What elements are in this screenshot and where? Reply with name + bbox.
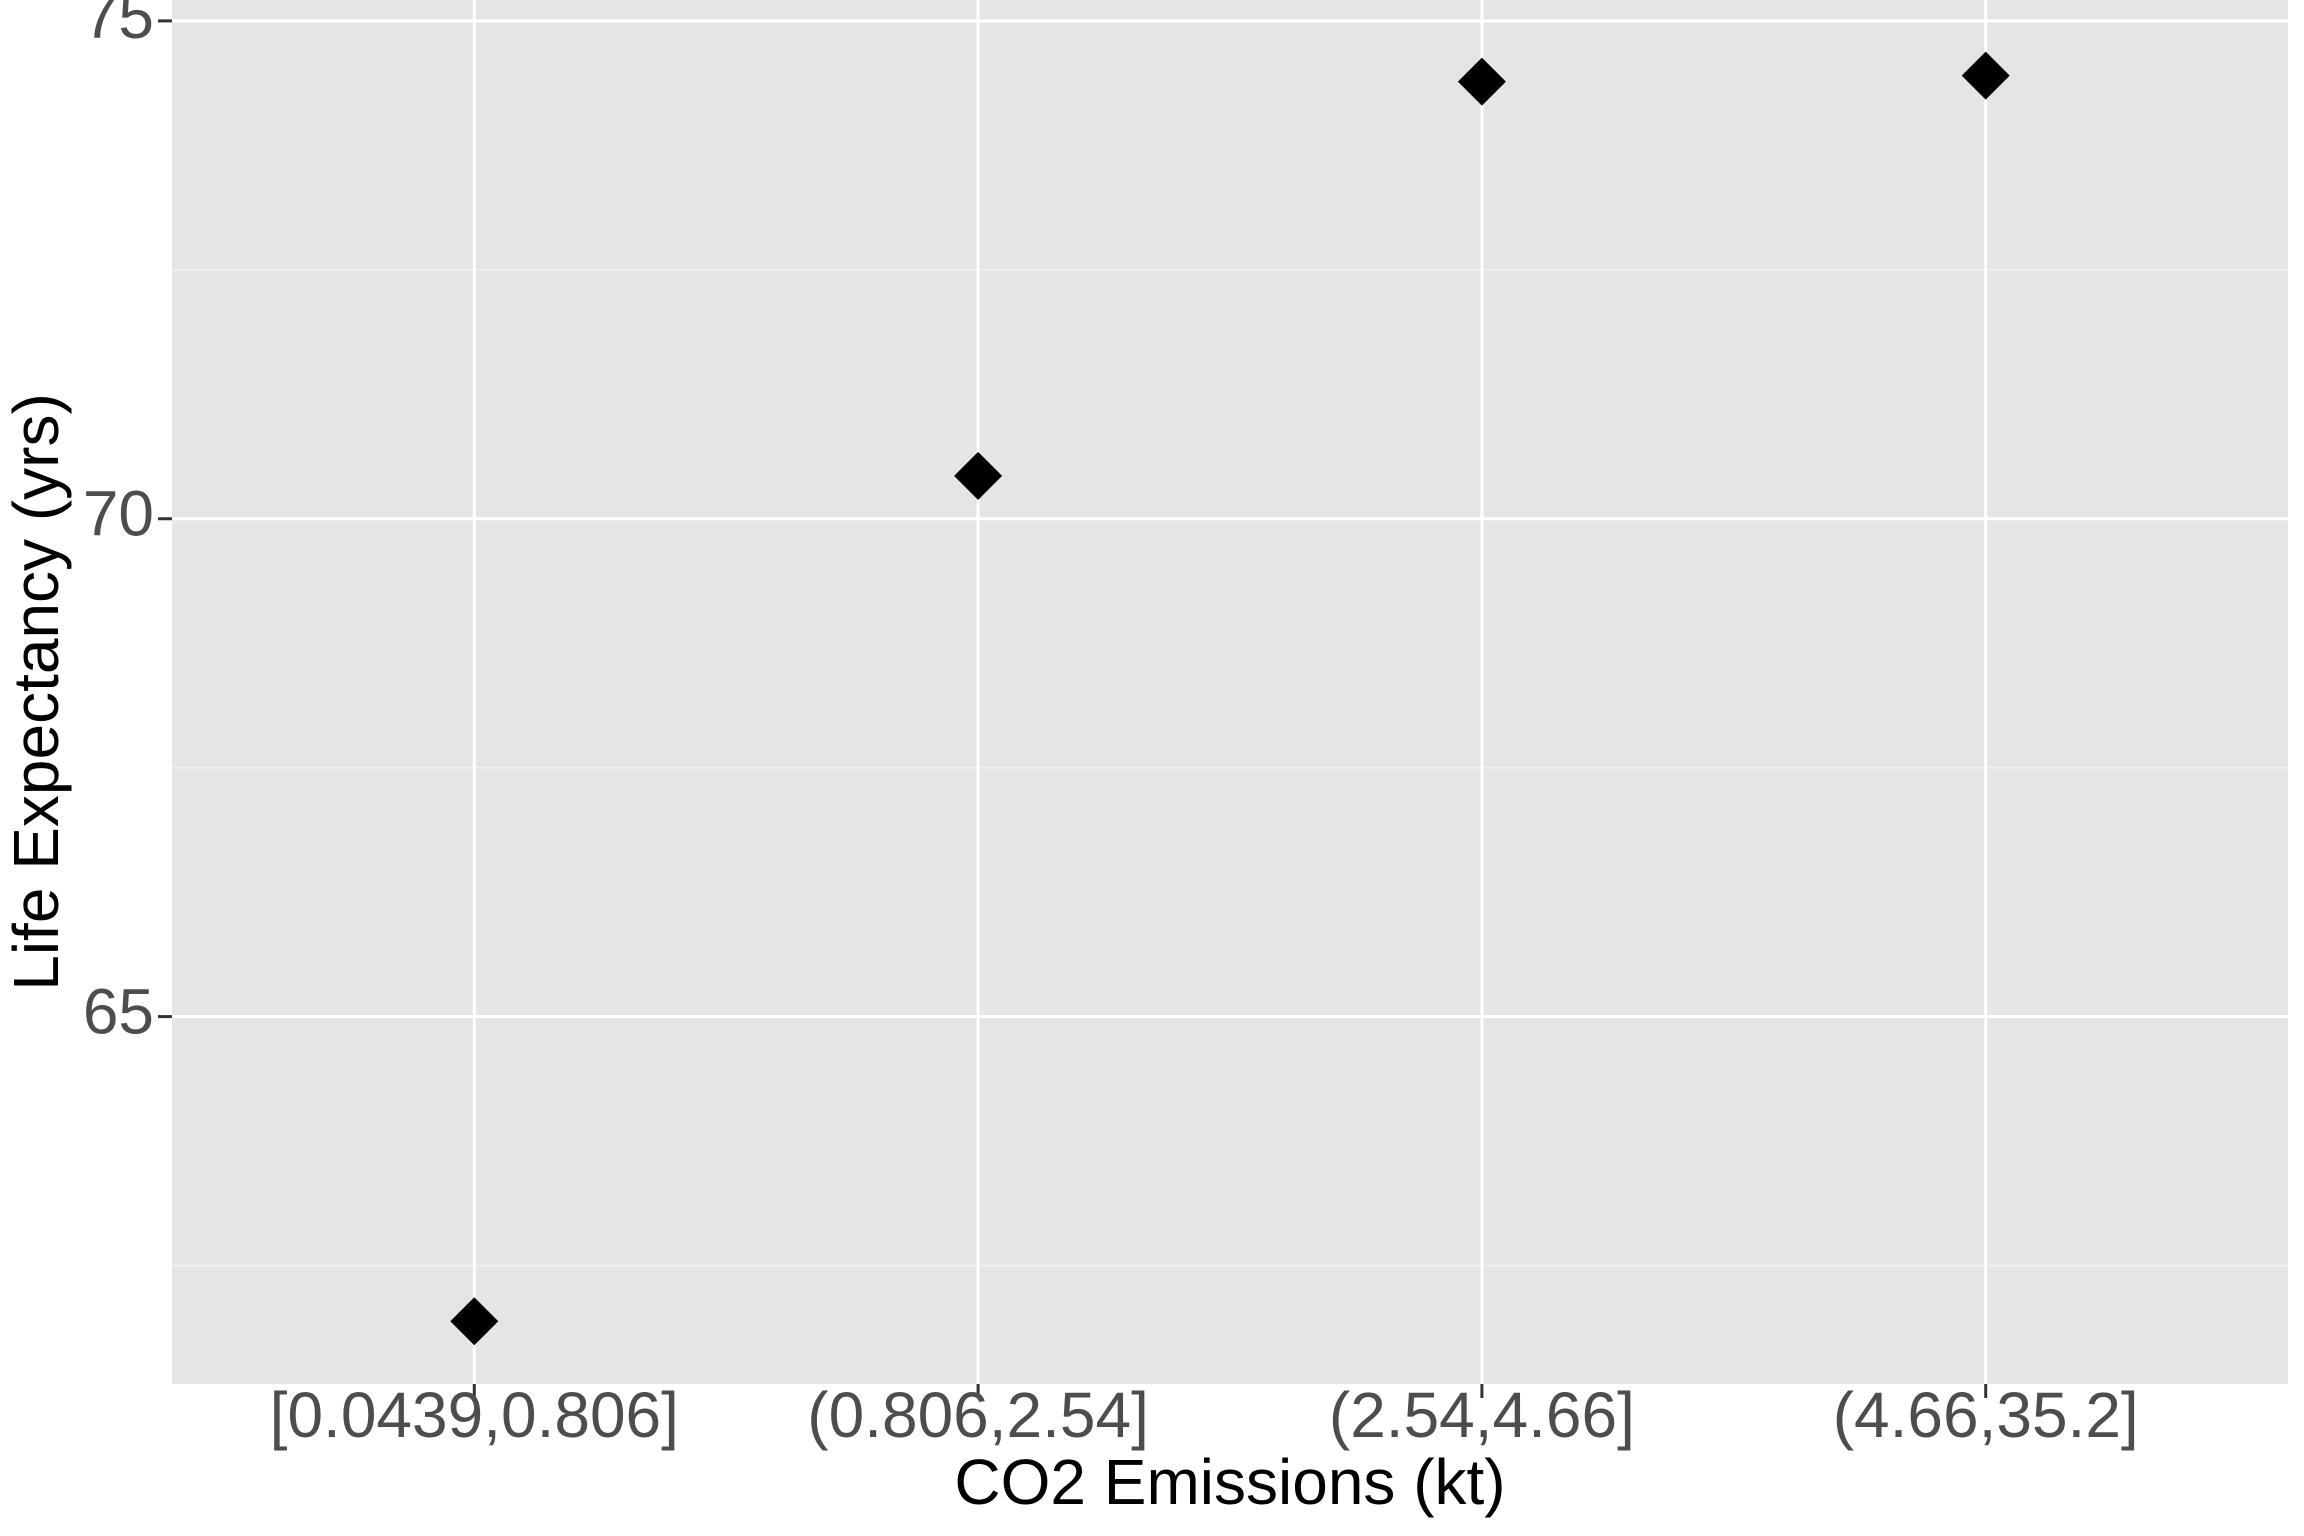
- x-tick-label: (2.54,4.66]: [1329, 1379, 1635, 1451]
- plot-panel: [172, 0, 2288, 1384]
- point: [450, 1297, 499, 1346]
- x-axis-title: CO2 Emissions (kt): [954, 1446, 1505, 1518]
- x-tick-label: [0.0439,0.806]: [270, 1379, 679, 1451]
- point: [1457, 57, 1506, 106]
- x-tick-label: (4.66,35.2]: [1833, 1379, 2139, 1451]
- y-tick-label: 75: [83, 0, 154, 52]
- y-tick-label: 70: [83, 478, 154, 550]
- point: [1961, 51, 2010, 100]
- point: [954, 451, 1003, 500]
- x-tick-label: (0.806,2.54]: [807, 1379, 1149, 1451]
- y-axis-title: Life Expectancy (yrs): [0, 393, 72, 991]
- y-tick-label: 65: [83, 975, 154, 1047]
